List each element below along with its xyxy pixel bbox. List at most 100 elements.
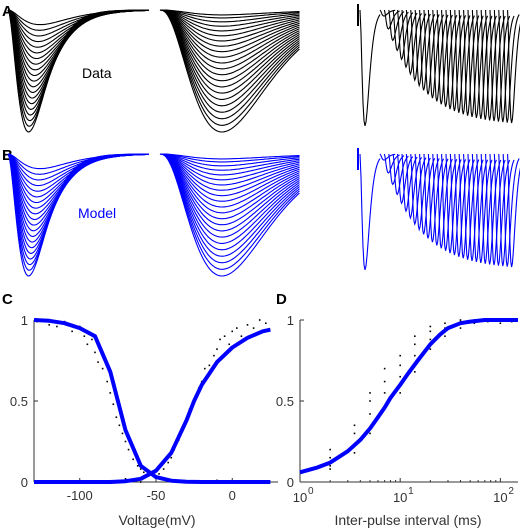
activation-trace: [7, 9, 150, 133]
inactivation-trace: [160, 9, 300, 27]
inactivation-trace: [160, 153, 300, 214]
inactivation-trace: [159, 153, 300, 232]
recovery-second-pulse: [397, 153, 414, 205]
panel-d-point: [369, 392, 371, 394]
panel-c-y-tick-label: 1: [21, 313, 28, 328]
panel-c-point: [124, 440, 127, 443]
recovery-second-pulse: [441, 9, 458, 107]
recovery-second-pulse: [467, 153, 484, 262]
inactivation-trace: [160, 153, 300, 181]
panel-d-point: [429, 330, 432, 333]
panel-d-point: [429, 325, 432, 328]
panel-c-fit-activation: [34, 327, 271, 484]
recovery-second-pulse: [476, 9, 493, 120]
recovery-second-pulse: [498, 9, 515, 123]
recovery-second-pulse: [493, 9, 511, 122]
panel-c-point: [101, 367, 104, 370]
recovery-second-pulse: [480, 9, 497, 120]
panel-c-point: [118, 424, 121, 427]
inactivation-trace: [160, 153, 300, 163]
panel-d-point: [353, 432, 356, 435]
panel-c-point: [86, 343, 89, 346]
panel-d-point: [383, 367, 386, 370]
recovery-second-pulse: [414, 153, 431, 232]
recovery-second-pulse: [379, 9, 396, 17]
recovery-second-pulse: [436, 153, 453, 249]
recovery-second-pulse: [392, 9, 409, 52]
panel-c-point: [258, 319, 261, 321]
panel-c-x-tick-label: -50: [147, 488, 166, 503]
panel-c-fit-inactivation: [33, 318, 271, 484]
recovery-second-pulse: [427, 153, 445, 243]
inactivation-trace: [160, 9, 300, 16]
recovery-second-pulse: [405, 9, 423, 76]
panel-d-point: [329, 448, 331, 451]
inactivation-trace: [160, 153, 300, 167]
inactivation-trace: [159, 9, 300, 94]
panel-d-point: [414, 371, 416, 373]
panel-d-x-tick-label: 10: [493, 490, 507, 505]
recovery-second-pulse: [458, 153, 475, 259]
panel-c-x-tick-label: -100: [67, 488, 93, 503]
panel-c-x-tick-label: 0: [229, 488, 236, 503]
recovery-first-pulse: [359, 9, 381, 127]
panel-d-point: [429, 338, 432, 341]
recovery-second-pulse: [463, 9, 480, 116]
panel-d-point: [414, 343, 416, 346]
panel-c-point: [127, 448, 130, 451]
recovery-second-pulse: [458, 9, 475, 115]
panel-c-point: [121, 432, 124, 435]
recovery-second-pulse: [476, 153, 493, 264]
inactivation-trace: [160, 9, 300, 70]
inactivation-trace: [160, 9, 300, 53]
activation-trace: [7, 153, 149, 192]
panel-c-point: [213, 354, 215, 357]
panel-d-point: [459, 319, 462, 321]
panel-d-point: [369, 413, 371, 415]
panel-d-x-tick-exponent: 0: [308, 486, 314, 497]
panel-d-point: [399, 364, 401, 367]
recovery-second-pulse: [410, 153, 427, 227]
panel-c-point: [136, 465, 139, 467]
activation-trace: [7, 9, 150, 60]
panel-d-fit: [299, 318, 518, 475]
panel-d-point: [459, 327, 462, 329]
panel-d-point: [414, 354, 416, 357]
panel-c-point: [132, 458, 134, 461]
recovery-second-pulse: [388, 153, 405, 186]
activation-trace: [7, 153, 150, 277]
panel-c-point: [158, 473, 160, 475]
inactivation-trace: [160, 9, 300, 42]
recovery-second-pulse: [405, 153, 423, 220]
activation-trace: [7, 153, 150, 204]
panel-c-point: [112, 403, 115, 406]
panel-c-point: [115, 416, 118, 418]
recovery-second-pulse: [379, 153, 396, 161]
activation-trace: [7, 9, 149, 48]
panel-c-point: [219, 338, 221, 341]
inactivation-trace: [159, 9, 300, 82]
inactivation-trace: [160, 153, 300, 176]
recovery-second-pulse: [388, 9, 405, 42]
recovery-second-pulse: [383, 153, 400, 174]
recovery-second-pulse: [427, 9, 445, 99]
panel-d-point: [429, 348, 432, 350]
panel-c-y-tick-label: 0.5: [10, 394, 28, 409]
recovery-second-pulse: [449, 9, 467, 112]
panel-c-point: [246, 324, 249, 326]
panel-b-annotation: Model: [78, 205, 116, 221]
inactivation-trace: [159, 153, 300, 238]
recovery-second-pulse: [432, 153, 449, 246]
recovery-second-pulse: [480, 153, 497, 264]
recovery-second-pulse: [410, 9, 427, 83]
panel-c-point: [265, 322, 267, 325]
inactivation-trace: [160, 9, 300, 64]
panel-c-point: [236, 327, 238, 329]
recovery-second-pulse: [419, 9, 436, 91]
inactivation-trace: [160, 153, 300, 197]
recovery-second-pulse: [485, 9, 502, 121]
panel-d-x-tick-label: 10: [393, 490, 407, 505]
recovery-second-pulse: [489, 9, 506, 122]
inactivation-trace: [160, 9, 300, 47]
inactivation-trace: [160, 153, 300, 208]
